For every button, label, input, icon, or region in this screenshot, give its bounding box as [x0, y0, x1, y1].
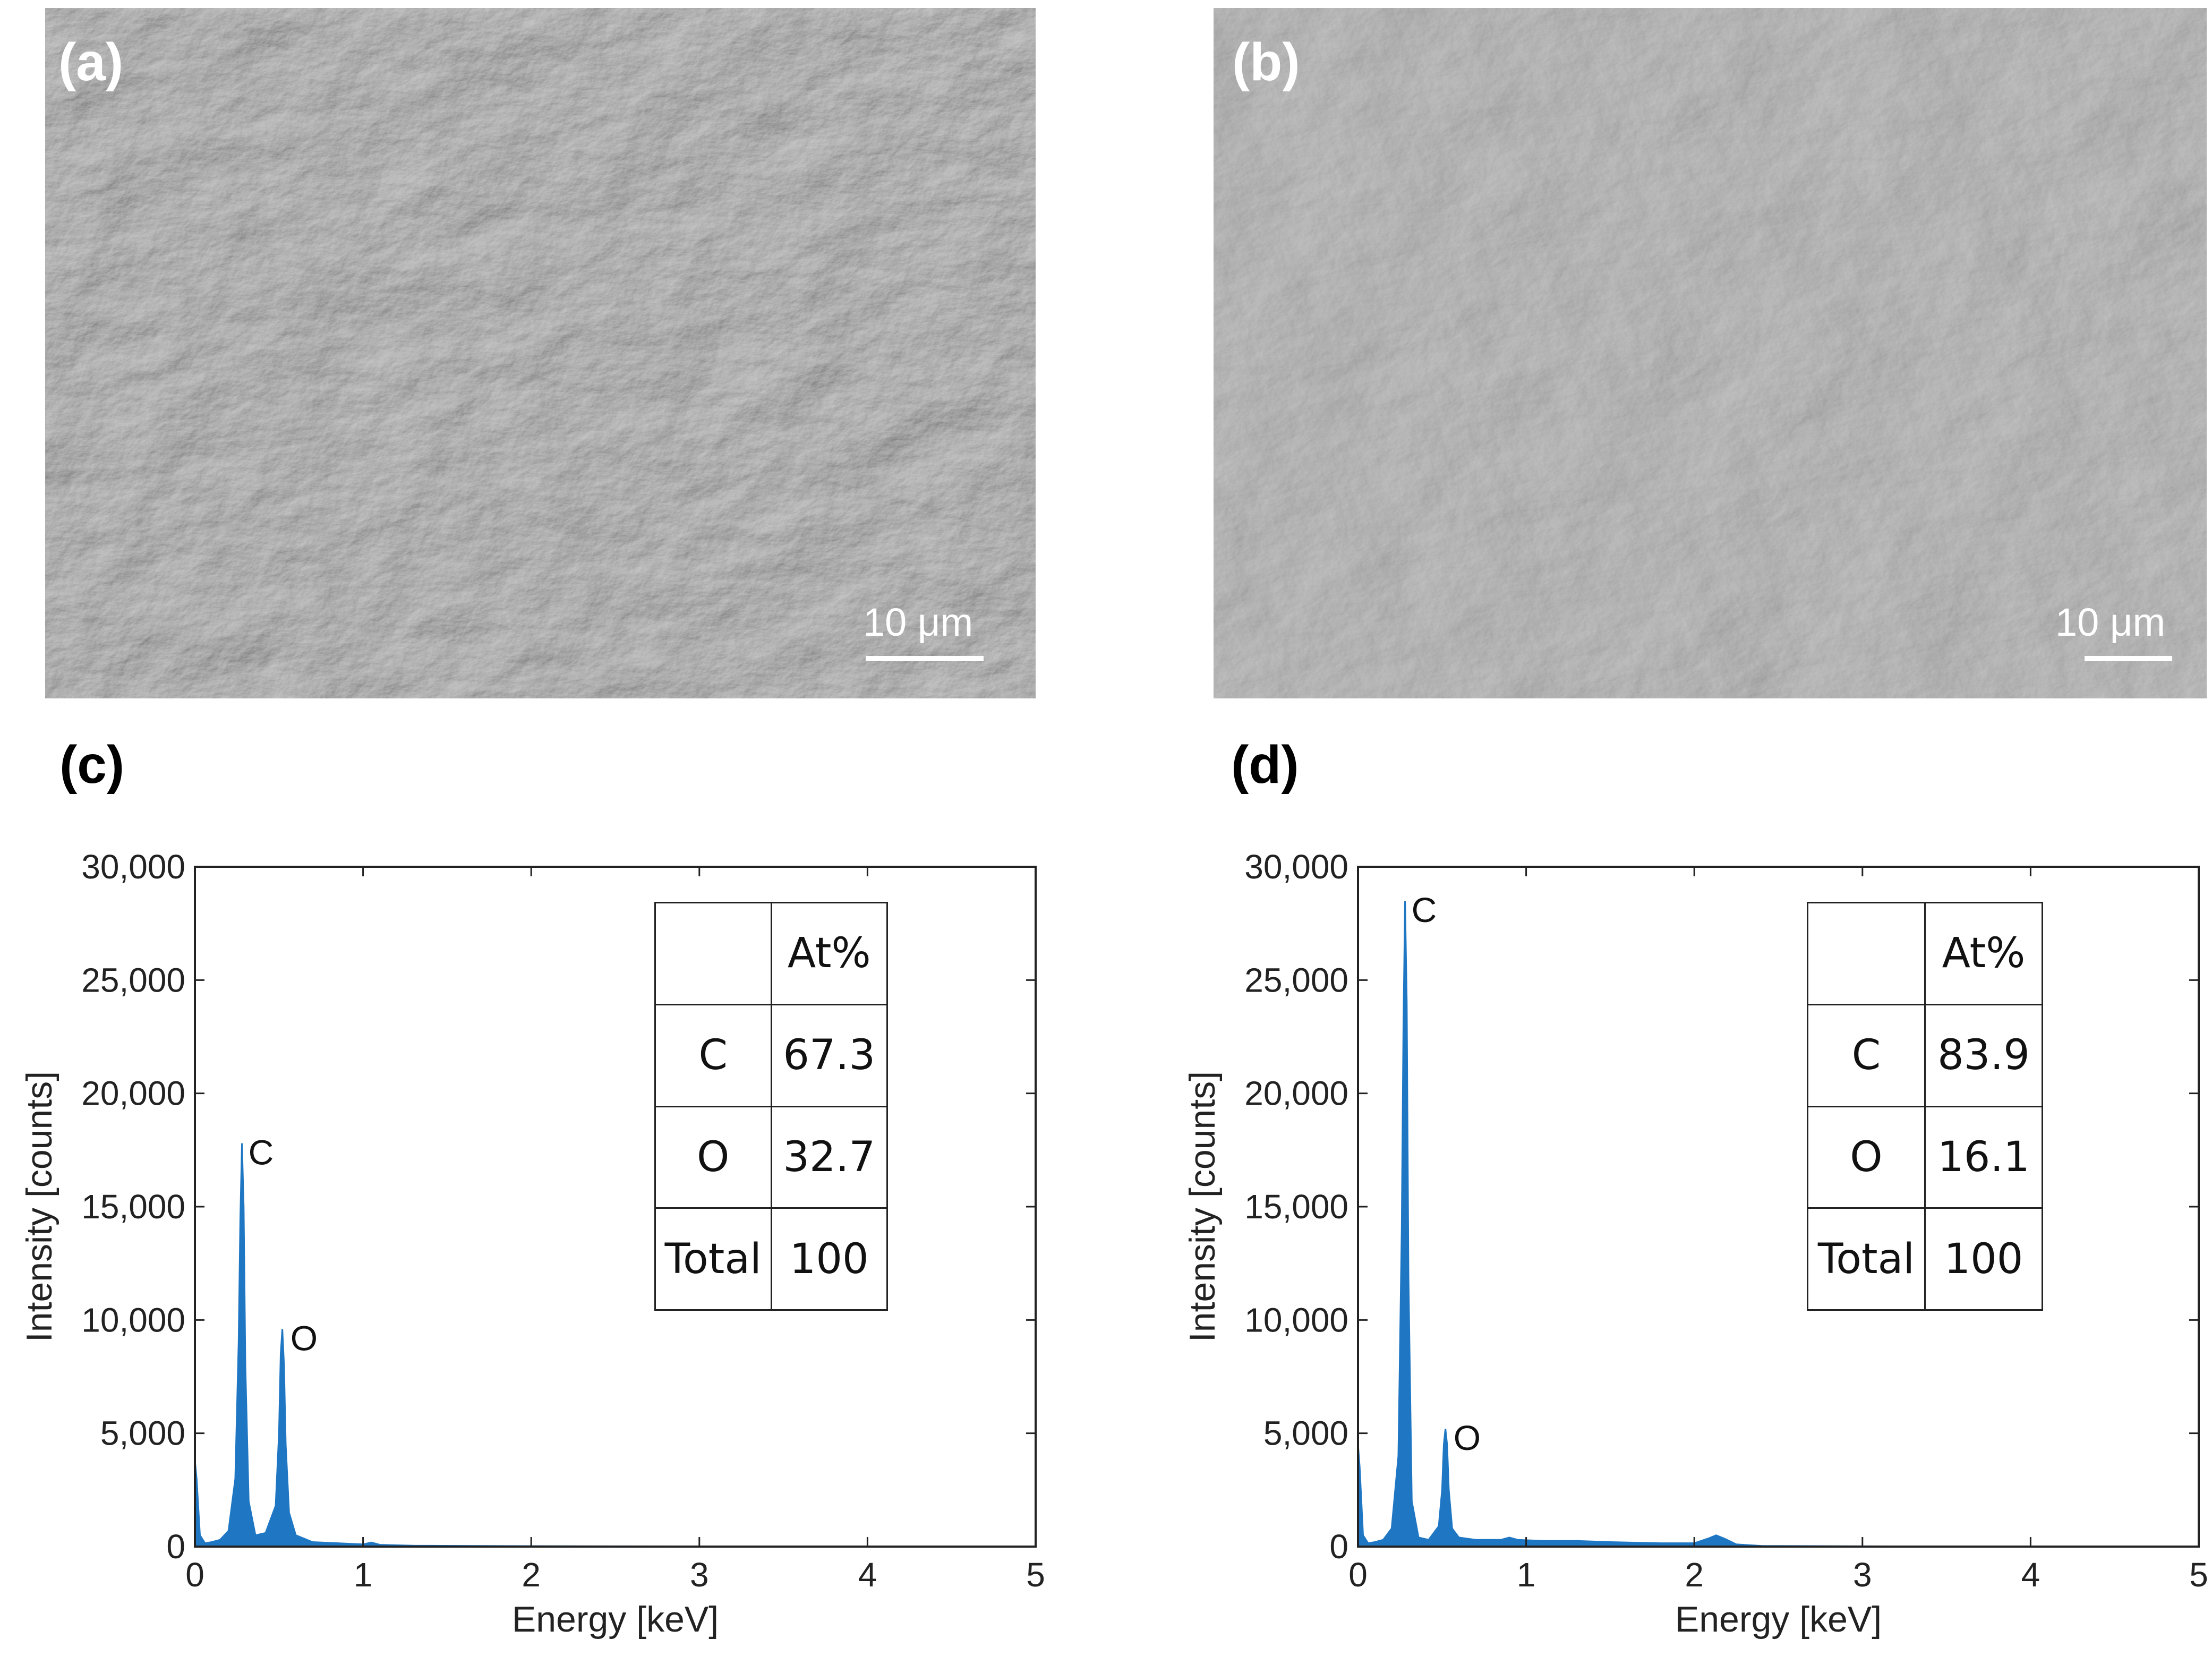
y-tick-label: 20,000 — [81, 1074, 185, 1113]
panel-label-d: (d) — [1231, 735, 1299, 795]
eds-chart-c-svg: 0 1 2 3 4 5 0 5,000 10,000 15,000 20,000 25,000 30,0… — [19, 848, 1045, 1640]
x-tick-label: 3 — [690, 1556, 709, 1594]
spectrum-area — [194, 1143, 1036, 1548]
x-tick-label: 1 — [1517, 1556, 1536, 1594]
table-header-row: At% — [654, 902, 888, 1005]
x-axis-label: Energy [keV] — [1675, 1599, 1882, 1640]
x-tick-label: 5 — [1026, 1556, 1045, 1594]
table-cell: O — [654, 1105, 772, 1209]
scalebar-text-a: 10 μm — [863, 600, 973, 644]
y-tick-label: 15,000 — [81, 1188, 185, 1226]
peak-label: O — [1454, 1418, 1481, 1457]
y-tick-label: 10,000 — [1244, 1301, 1348, 1339]
table-cell: 100 — [1924, 1207, 2043, 1311]
scalebar-b — [2085, 656, 2172, 661]
table-cell — [654, 902, 772, 1005]
table-cell: 100 — [770, 1207, 888, 1311]
x-tick-label: 4 — [2021, 1556, 2040, 1594]
x-tick-label: 2 — [1685, 1556, 1704, 1594]
composition-table-c: At% C 67.3 O 32.7 Total 100 — [654, 902, 888, 1311]
y-tick-label: 25,000 — [81, 961, 185, 999]
x-axis-label: Energy [keV] — [512, 1599, 719, 1640]
y-tick-label: 5,000 — [1263, 1414, 1348, 1453]
y-tick-label: 25,000 — [1244, 961, 1348, 999]
peak-label: C — [1412, 890, 1437, 929]
eds-chart-d: 0 1 2 3 4 5 0 5,000 10,000 15,000 20,000 25,000 30,0… — [1163, 839, 2212, 1656]
x-tick-label: 3 — [1853, 1556, 1872, 1594]
plot-frame — [194, 866, 1037, 1548]
y-tick-label: 30,000 — [1244, 848, 1348, 886]
y-tick-label: 5,000 — [100, 1414, 185, 1453]
y-tick-label: 0 — [166, 1527, 185, 1566]
sem-texture-a — [45, 8, 1036, 698]
table-cell: C — [1807, 1003, 1926, 1107]
x-tick-label: 2 — [522, 1556, 541, 1594]
x-tick-label: 0 — [185, 1556, 204, 1594]
eds-chart-c: 0 1 2 3 4 5 0 5,000 10,000 15,000 20,000 25,000 30,0… — [0, 839, 1062, 1656]
y-axis-label: Intensity [counts] — [1182, 1071, 1223, 1342]
panel-label-a: (a) — [58, 32, 124, 92]
table-cell: O — [1807, 1105, 1926, 1209]
table-row: O 16.1 — [1807, 1105, 2043, 1209]
table-cell — [1807, 902, 1926, 1005]
x-tick-label: 1 — [354, 1556, 373, 1594]
eds-chart-d-svg: 0 1 2 3 4 5 0 5,000 10,000 15,000 20,000 25,000 30,0… — [1182, 848, 2208, 1640]
x-tick-label: 5 — [2189, 1556, 2208, 1594]
table-cell: 16.1 — [1924, 1105, 2043, 1209]
spectrum-area — [1357, 900, 2199, 1548]
table-row: C 67.3 — [654, 1003, 888, 1107]
plot-frame — [1357, 866, 2200, 1548]
peak-label: O — [291, 1318, 318, 1358]
table-cell: At% — [770, 902, 888, 1005]
scalebar-a — [866, 656, 984, 661]
table-row: C 83.9 — [1807, 1003, 2043, 1107]
x-tick-label: 0 — [1348, 1556, 1368, 1594]
sem-image-b: (b) 10 μm — [1214, 8, 2207, 698]
y-axis-label: Intensity [counts] — [19, 1071, 59, 1342]
table-cell: C — [654, 1003, 772, 1107]
composition-table-d: At% C 83.9 O 16.1 Total 100 — [1807, 902, 2043, 1311]
table-cell: At% — [1924, 902, 2043, 1005]
panel-label-c: (c) — [59, 735, 125, 795]
table-row: Total 100 — [1807, 1207, 2043, 1311]
y-tick-label: 30,000 — [81, 848, 185, 886]
y-tick-label: 10,000 — [81, 1301, 185, 1339]
x-tick-label: 4 — [858, 1556, 877, 1594]
table-cell: 67.3 — [770, 1003, 888, 1107]
sem-texture-b — [1214, 8, 2207, 698]
y-tick-label: 15,000 — [1244, 1188, 1348, 1226]
table-cell: Total — [654, 1207, 772, 1311]
table-row: Total 100 — [654, 1207, 888, 1311]
table-cell: Total — [1807, 1207, 1926, 1311]
table-row: O 32.7 — [654, 1105, 888, 1209]
peak-label: C — [249, 1133, 274, 1172]
table-cell: 83.9 — [1924, 1003, 2043, 1107]
y-tick-label: 20,000 — [1244, 1074, 1348, 1113]
scalebar-text-b: 10 μm — [2055, 600, 2166, 644]
table-header-row: At% — [1807, 902, 2043, 1005]
y-tick-label: 0 — [1329, 1527, 1348, 1566]
table-cell: 32.7 — [770, 1105, 888, 1209]
panel-label-b: (b) — [1232, 32, 1300, 92]
sem-image-a: (a) 10 μm — [45, 8, 1036, 698]
